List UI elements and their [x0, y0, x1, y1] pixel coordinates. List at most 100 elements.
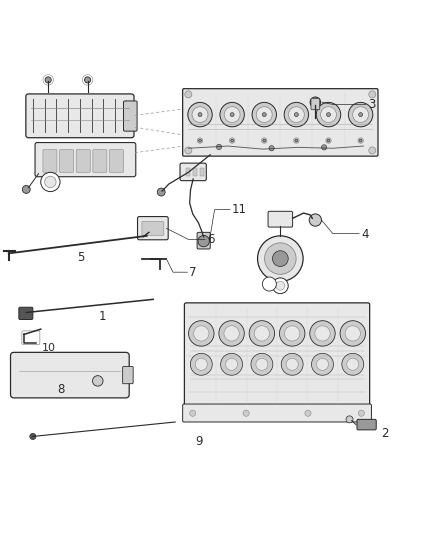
Circle shape	[220, 102, 244, 127]
Circle shape	[216, 144, 222, 150]
FancyBboxPatch shape	[19, 307, 33, 319]
FancyBboxPatch shape	[180, 163, 206, 181]
Circle shape	[346, 416, 353, 423]
Circle shape	[347, 358, 359, 370]
FancyBboxPatch shape	[268, 211, 293, 227]
Circle shape	[85, 77, 91, 83]
Circle shape	[251, 353, 273, 375]
Circle shape	[190, 410, 196, 416]
Bar	[186, 168, 190, 176]
Circle shape	[221, 353, 243, 375]
Circle shape	[284, 102, 309, 127]
Bar	[193, 168, 197, 176]
Circle shape	[321, 107, 336, 123]
Circle shape	[224, 107, 240, 123]
FancyBboxPatch shape	[123, 367, 133, 384]
Circle shape	[188, 102, 212, 127]
Circle shape	[340, 321, 365, 346]
Circle shape	[305, 410, 311, 416]
Circle shape	[272, 278, 288, 294]
Circle shape	[294, 138, 299, 143]
Circle shape	[316, 102, 341, 127]
Text: 5: 5	[77, 251, 84, 264]
Circle shape	[269, 146, 274, 151]
Text: 4: 4	[361, 228, 369, 241]
Circle shape	[198, 112, 202, 117]
Circle shape	[369, 91, 376, 98]
Circle shape	[198, 236, 209, 247]
Circle shape	[289, 107, 304, 123]
FancyBboxPatch shape	[60, 150, 74, 172]
Circle shape	[315, 326, 330, 341]
Circle shape	[258, 236, 303, 281]
Circle shape	[358, 138, 363, 143]
Circle shape	[195, 358, 207, 370]
Circle shape	[265, 243, 296, 274]
Circle shape	[263, 139, 265, 142]
FancyBboxPatch shape	[183, 404, 371, 422]
Text: 6: 6	[207, 233, 214, 246]
FancyBboxPatch shape	[11, 352, 129, 398]
Circle shape	[272, 251, 288, 266]
Circle shape	[359, 139, 362, 142]
Text: 10: 10	[42, 343, 56, 352]
Circle shape	[276, 281, 285, 290]
Circle shape	[189, 321, 214, 346]
Circle shape	[309, 214, 321, 226]
FancyBboxPatch shape	[110, 150, 124, 172]
Circle shape	[226, 358, 238, 370]
Circle shape	[41, 172, 60, 191]
Circle shape	[243, 410, 249, 416]
FancyBboxPatch shape	[357, 419, 376, 430]
FancyBboxPatch shape	[26, 94, 134, 138]
Circle shape	[262, 277, 276, 291]
Circle shape	[294, 112, 298, 117]
Circle shape	[279, 321, 305, 346]
Text: 8: 8	[57, 383, 64, 395]
Circle shape	[261, 138, 267, 143]
Circle shape	[326, 138, 331, 143]
Circle shape	[321, 145, 327, 150]
Circle shape	[199, 139, 201, 142]
FancyBboxPatch shape	[197, 232, 210, 249]
Circle shape	[311, 353, 333, 375]
FancyBboxPatch shape	[93, 150, 107, 172]
Bar	[200, 168, 204, 176]
Circle shape	[326, 112, 331, 117]
Circle shape	[30, 433, 36, 440]
Circle shape	[285, 326, 300, 341]
Circle shape	[262, 112, 266, 117]
Circle shape	[45, 77, 51, 83]
Circle shape	[249, 321, 275, 346]
FancyBboxPatch shape	[184, 303, 370, 409]
Text: 3: 3	[368, 98, 375, 111]
Circle shape	[369, 147, 376, 154]
Circle shape	[295, 139, 298, 142]
FancyBboxPatch shape	[35, 142, 136, 177]
Circle shape	[316, 358, 328, 370]
Circle shape	[281, 353, 303, 375]
Circle shape	[92, 376, 103, 386]
Text: 2: 2	[381, 427, 389, 440]
Circle shape	[327, 139, 330, 142]
Text: 1: 1	[99, 310, 106, 324]
Circle shape	[185, 91, 192, 98]
Circle shape	[310, 321, 335, 346]
Circle shape	[198, 138, 203, 143]
Circle shape	[192, 107, 208, 123]
Circle shape	[256, 358, 268, 370]
Circle shape	[254, 326, 269, 341]
Circle shape	[345, 326, 360, 341]
Circle shape	[256, 107, 272, 123]
Circle shape	[185, 147, 192, 154]
Circle shape	[342, 353, 364, 375]
FancyBboxPatch shape	[142, 221, 164, 236]
Circle shape	[219, 321, 244, 346]
Circle shape	[348, 102, 373, 127]
Text: 7: 7	[189, 265, 197, 279]
Circle shape	[230, 112, 234, 117]
Circle shape	[157, 188, 165, 196]
Text: 11: 11	[232, 203, 247, 216]
Circle shape	[191, 353, 212, 375]
Circle shape	[224, 326, 239, 341]
